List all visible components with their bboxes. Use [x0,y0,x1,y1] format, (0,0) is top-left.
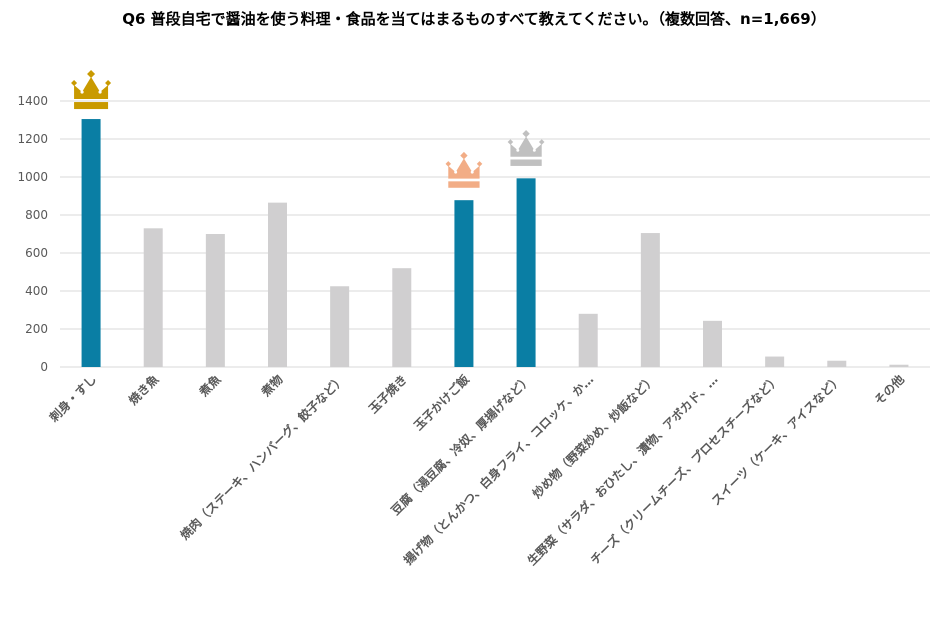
y-tick-label: 0 [40,360,48,374]
crown-icon-bronze [445,151,483,188]
x-category-label: 煮魚 [195,372,223,400]
chart-title: Q6 普段自宅で醤油を使う料理・食品を当てはまるものすべて教えてください。（複数… [122,10,826,28]
y-tick-label: 400 [25,284,48,298]
x-category-label: その他 [871,372,907,408]
bar-6 [454,200,474,367]
y-tick-label: 1200 [17,132,48,146]
bar-1 [143,228,163,367]
bar-12 [827,360,847,367]
bar-9 [640,233,660,367]
y-tick-label: 1400 [17,94,48,108]
bar-13 [889,364,909,367]
bar-5 [392,268,412,367]
x-category-label: 刺身・すし [45,372,99,426]
bar-11 [765,356,785,367]
bar-10 [703,320,722,367]
x-category-label: 焼肉（ステーキ、ハンバーグ、餃子など） [177,372,348,543]
y-tick-label: 200 [25,322,48,336]
bar-0 [81,119,101,367]
x-category-label: 焼き魚 [125,372,161,408]
bar-8 [578,313,598,367]
crown-icon-silver [507,130,545,166]
bar-7 [516,178,536,367]
bar-3 [268,202,287,367]
x-category-label: 煮物 [257,372,285,400]
x-category-label: スイーツ（ケーキ、アイスなど） [708,372,845,509]
bar-2 [205,234,225,367]
bar-4 [330,286,350,367]
crown-icon-gold [71,70,112,110]
grid-lines [60,100,930,368]
x-category-label: 玉子焼き [365,372,410,417]
y-tick-label: 600 [25,246,48,260]
y-tick-label: 800 [25,208,48,222]
y-tick-label: 1000 [17,170,48,184]
x-category-label: 炒め物（野菜炒め、炒飯など） [529,372,658,501]
crowns [71,70,545,188]
y-axis-ticks: 0 200 400 600 800 1000 1200 1400 [17,94,48,374]
x-category-label: 玉子かけご飯 [411,372,473,434]
bars [81,119,909,367]
x-category-label: 豆腐（湯豆腐、冷奴、厚揚げなど） [388,372,534,518]
